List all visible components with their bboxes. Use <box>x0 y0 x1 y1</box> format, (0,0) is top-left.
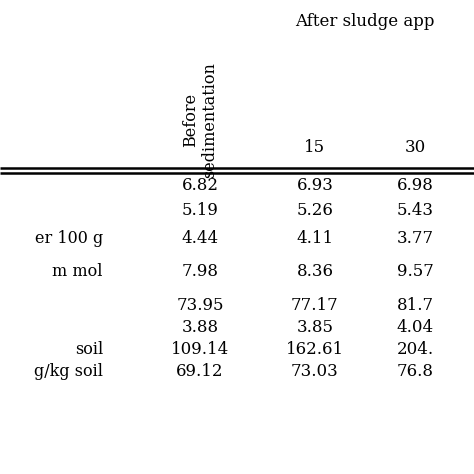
Text: m mol: m mol <box>53 264 103 281</box>
Text: 5.43: 5.43 <box>396 201 434 219</box>
Text: Before
sedimentation: Before sedimentation <box>182 62 219 178</box>
Text: 6.98: 6.98 <box>397 176 433 193</box>
Text: 9.57: 9.57 <box>397 264 433 281</box>
Text: er 100 g: er 100 g <box>35 229 103 246</box>
Text: g/kg soil: g/kg soil <box>34 364 103 381</box>
Text: 5.26: 5.26 <box>297 201 333 219</box>
Text: 4.44: 4.44 <box>182 229 219 246</box>
Text: 3.88: 3.88 <box>182 319 219 337</box>
Text: 204.: 204. <box>396 341 434 358</box>
Text: 5.19: 5.19 <box>182 201 219 219</box>
Text: 109.14: 109.14 <box>171 341 229 358</box>
Text: After sludge app: After sludge app <box>295 13 435 30</box>
Text: 76.8: 76.8 <box>396 364 434 381</box>
Text: 4.11: 4.11 <box>296 229 334 246</box>
Text: 7.98: 7.98 <box>182 264 219 281</box>
Text: soil: soil <box>75 341 103 358</box>
Text: 15: 15 <box>304 138 326 155</box>
Text: 73.03: 73.03 <box>291 364 339 381</box>
Text: 69.12: 69.12 <box>176 364 224 381</box>
Text: 162.61: 162.61 <box>286 341 344 358</box>
Text: 4.04: 4.04 <box>396 319 434 337</box>
Text: 3.77: 3.77 <box>396 229 434 246</box>
Text: 77.17: 77.17 <box>291 297 339 313</box>
Text: 3.85: 3.85 <box>297 319 334 337</box>
Text: 81.7: 81.7 <box>396 297 434 313</box>
Text: 6.93: 6.93 <box>297 176 333 193</box>
Text: 73.95: 73.95 <box>176 297 224 313</box>
Text: 30: 30 <box>404 138 426 155</box>
Text: 8.36: 8.36 <box>297 264 334 281</box>
Text: 6.82: 6.82 <box>182 176 219 193</box>
